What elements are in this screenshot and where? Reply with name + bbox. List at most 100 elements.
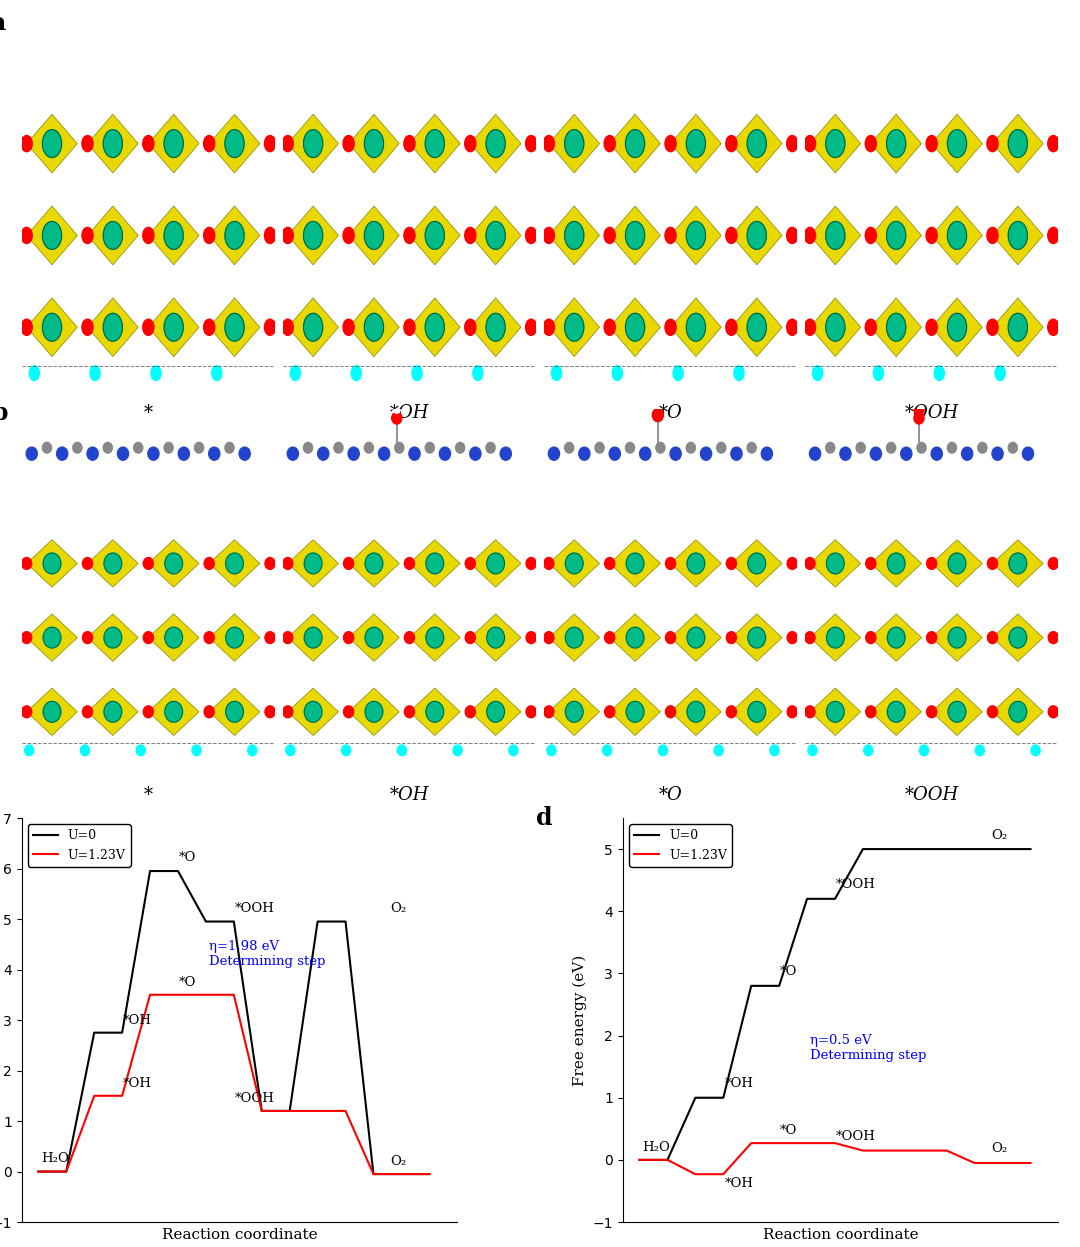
Circle shape [375,188,383,202]
Polygon shape [671,540,721,587]
Circle shape [282,319,294,335]
Circle shape [826,130,845,157]
Circle shape [265,136,275,152]
Circle shape [993,448,1003,460]
Circle shape [43,627,60,648]
Circle shape [204,319,215,335]
Circle shape [761,448,772,460]
Circle shape [947,222,967,249]
Text: O₂: O₂ [390,1155,406,1167]
Circle shape [856,443,865,453]
Text: H₂O: H₂O [41,1152,69,1165]
Circle shape [341,744,351,756]
Circle shape [1048,319,1058,335]
Circle shape [897,597,905,607]
Circle shape [665,557,676,570]
Text: H₂O: H₂O [643,1141,671,1153]
Circle shape [404,136,415,152]
Circle shape [697,671,705,681]
Circle shape [318,448,328,460]
Text: *: * [144,404,153,423]
Circle shape [104,554,122,574]
Circle shape [826,701,845,722]
Circle shape [175,671,183,681]
Circle shape [840,448,851,460]
Polygon shape [349,206,400,264]
Circle shape [787,706,797,718]
Text: O₂: O₂ [390,902,406,915]
Circle shape [204,706,214,718]
Circle shape [625,222,645,249]
Circle shape [136,744,146,756]
Circle shape [636,597,644,607]
Circle shape [464,227,476,243]
Circle shape [113,188,122,202]
Circle shape [786,136,798,152]
Circle shape [225,130,244,157]
Circle shape [436,746,444,756]
Circle shape [896,372,906,385]
Polygon shape [287,298,338,357]
Circle shape [282,227,294,243]
Circle shape [747,443,756,453]
Circle shape [1048,227,1058,243]
Text: *OH: *OH [725,1177,754,1190]
Polygon shape [409,115,460,173]
Circle shape [787,632,797,643]
Circle shape [375,746,383,756]
Circle shape [144,632,153,643]
X-axis label: Reaction coordinate: Reaction coordinate [162,1227,318,1242]
Circle shape [465,706,475,718]
Circle shape [164,222,184,249]
Circle shape [656,443,665,453]
Polygon shape [409,614,460,661]
Circle shape [204,136,215,152]
Circle shape [470,448,481,460]
Circle shape [473,365,483,380]
Circle shape [118,448,129,460]
Circle shape [426,701,444,722]
Circle shape [225,313,244,342]
Polygon shape [287,540,338,587]
Circle shape [526,706,536,718]
Text: d: d [536,806,552,831]
Circle shape [1009,554,1027,574]
Text: b: b [0,402,8,425]
Circle shape [1009,443,1017,453]
Polygon shape [87,614,138,661]
Y-axis label: Free energy (eV): Free energy (eV) [572,954,588,1086]
Circle shape [56,448,68,460]
Circle shape [487,701,504,722]
Circle shape [565,130,584,157]
Circle shape [747,313,767,342]
Circle shape [80,744,90,756]
Circle shape [864,744,873,756]
Polygon shape [210,206,260,264]
Circle shape [687,627,705,648]
Polygon shape [932,614,983,661]
Circle shape [411,365,422,380]
Circle shape [1049,632,1058,643]
Circle shape [486,443,495,453]
Circle shape [226,701,243,722]
Polygon shape [87,298,138,357]
Circle shape [786,319,798,335]
Circle shape [604,136,616,152]
Circle shape [865,319,876,335]
Circle shape [726,227,737,243]
Polygon shape [148,614,199,661]
Circle shape [987,632,998,643]
Circle shape [303,130,323,157]
Circle shape [731,448,742,460]
Circle shape [987,319,998,335]
Circle shape [697,746,705,756]
Text: O₂: O₂ [991,828,1008,842]
Polygon shape [87,540,138,587]
Circle shape [194,443,204,453]
Circle shape [113,372,122,385]
Circle shape [426,627,444,648]
Circle shape [82,136,93,152]
Circle shape [866,706,876,718]
Polygon shape [671,688,721,736]
Circle shape [826,222,845,249]
